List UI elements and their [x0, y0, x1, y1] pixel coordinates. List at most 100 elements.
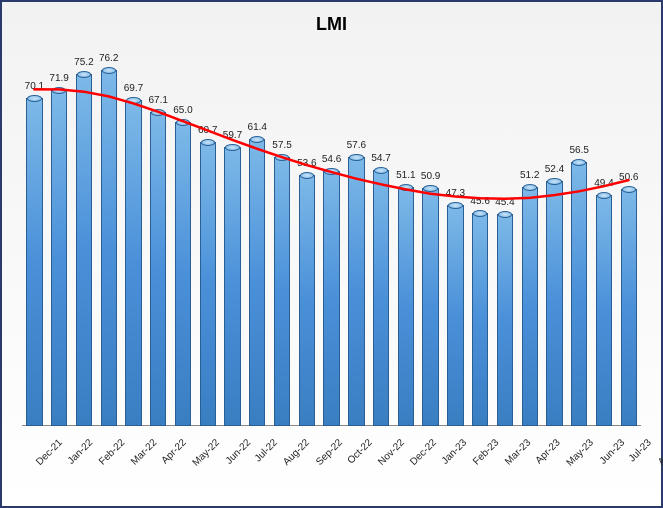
- bar-cap: [176, 119, 190, 126]
- value-label: 57.6: [347, 140, 366, 151]
- value-label: 69.7: [124, 83, 143, 94]
- value-label: 71.9: [49, 73, 68, 84]
- bar: [125, 100, 141, 426]
- value-label: 70.1: [25, 81, 44, 92]
- bar: [26, 98, 42, 426]
- x-label: Feb-23: [471, 437, 493, 459]
- bar-wrap: 61.4: [245, 52, 270, 426]
- value-label: 54.6: [322, 154, 341, 165]
- bar-cap: [250, 136, 264, 143]
- bar: [497, 214, 513, 426]
- bar-cap: [225, 144, 239, 151]
- bar-cap: [349, 154, 363, 161]
- bar-wrap: 45.4: [493, 52, 518, 426]
- x-label: Jan-23: [440, 437, 462, 459]
- x-label: Jun-23: [598, 437, 620, 459]
- x-label: May-23: [565, 437, 589, 461]
- bar-wrap: 45.6: [468, 52, 493, 426]
- x-label: Aug-22: [282, 437, 305, 460]
- bar-cap: [399, 184, 413, 191]
- bar: [422, 188, 438, 426]
- bar: [472, 213, 488, 426]
- x-label: Dec-21: [34, 437, 57, 460]
- value-label: 75.2: [74, 57, 93, 68]
- x-label: May-22: [191, 437, 215, 461]
- bar: [398, 187, 414, 426]
- bar: [274, 157, 290, 426]
- bar-wrap: 54.7: [369, 52, 394, 426]
- x-label: Apr-22: [160, 437, 181, 458]
- value-label: 65.0: [173, 105, 192, 116]
- x-label: Jun-22: [223, 437, 245, 459]
- x-label: Mar-23: [503, 437, 525, 459]
- bar-wrap: 67.1: [146, 52, 171, 426]
- value-label: 50.9: [421, 171, 440, 182]
- value-label: 56.5: [569, 145, 588, 156]
- bar-cap: [374, 167, 388, 174]
- x-label: Nov-22: [376, 437, 399, 460]
- bar: [447, 205, 463, 426]
- bar-cap: [597, 192, 611, 199]
- bar-cap: [77, 71, 91, 78]
- bar-cap: [622, 186, 636, 193]
- value-label: 45.4: [495, 197, 514, 208]
- value-label: 51.2: [520, 170, 539, 181]
- value-label: 52.4: [545, 164, 564, 175]
- bar: [150, 112, 166, 426]
- bar: [621, 189, 637, 426]
- bar-wrap: 56.5: [567, 52, 592, 426]
- bar-wrap: 51.1: [393, 52, 418, 426]
- bar-cap: [448, 202, 462, 209]
- bar: [373, 170, 389, 426]
- bar-cap: [324, 168, 338, 175]
- bar: [76, 74, 92, 426]
- bar-wrap: 53.6: [294, 52, 319, 426]
- x-label: Jul-22: [253, 437, 272, 456]
- x-label: Jan-22: [66, 437, 88, 459]
- bar-cap: [126, 97, 140, 104]
- bar: [101, 70, 117, 426]
- bar: [51, 90, 67, 426]
- x-label: Sep-22: [314, 437, 337, 460]
- bar-cap: [423, 185, 437, 192]
- bar-wrap: 65.0: [171, 52, 196, 426]
- x-label: Jul-23: [627, 437, 646, 456]
- bar-wrap: 57.5: [270, 52, 295, 426]
- value-label: 60.7: [198, 125, 217, 136]
- bar: [323, 171, 339, 426]
- bar-wrap: 76.2: [96, 52, 121, 426]
- value-label: 50.6: [619, 172, 638, 183]
- value-label: 49.4: [594, 178, 613, 189]
- bar-cap: [498, 211, 512, 218]
- bar-cap: [201, 139, 215, 146]
- value-label: 59.7: [223, 130, 242, 141]
- bar: [249, 139, 265, 426]
- bar-wrap: 47.3: [443, 52, 468, 426]
- bar-wrap: 50.9: [418, 52, 443, 426]
- bar-wrap: 70.1: [22, 52, 47, 426]
- bar-wrap: 49.4: [592, 52, 617, 426]
- value-label: 47.3: [446, 188, 465, 199]
- chart-frame: LMI 70.171.975.276.269.767.165.060.759.7…: [0, 0, 663, 508]
- bar-cap: [473, 210, 487, 217]
- bar-cap: [52, 87, 66, 94]
- bar: [546, 181, 562, 426]
- bar: [596, 195, 612, 426]
- value-label: 61.4: [248, 122, 267, 133]
- bar-cap: [547, 178, 561, 185]
- value-label: 57.5: [272, 140, 291, 151]
- x-label: Oct-22: [346, 437, 367, 458]
- bar-wrap: 57.6: [344, 52, 369, 426]
- bar-wrap: 52.4: [542, 52, 567, 426]
- x-label: Dec-22: [408, 437, 431, 460]
- bar-cap: [102, 67, 116, 74]
- bar-wrap: 75.2: [72, 52, 97, 426]
- bar-cap: [523, 184, 537, 191]
- bar: [224, 147, 240, 426]
- value-label: 53.6: [297, 158, 316, 169]
- value-label: 54.7: [371, 153, 390, 164]
- bar-wrap: 51.2: [517, 52, 542, 426]
- bar-cap: [275, 154, 289, 161]
- bar: [522, 187, 538, 426]
- bar-cap: [27, 95, 41, 102]
